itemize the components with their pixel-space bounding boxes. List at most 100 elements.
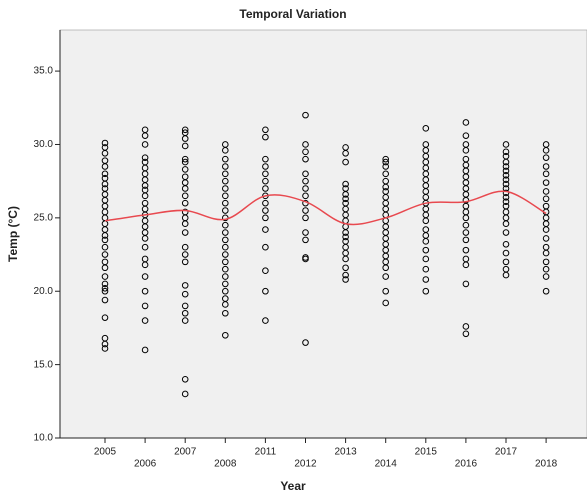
point (502, 258, 510, 266)
point (462, 236, 470, 244)
point (222, 185, 229, 192)
point (222, 147, 229, 154)
point (222, 258, 229, 266)
point (302, 207, 309, 214)
point (302, 111, 309, 119)
point (222, 207, 229, 214)
point (141, 132, 149, 139)
point (181, 155, 189, 163)
point (382, 299, 390, 307)
point (382, 170, 390, 178)
y-tick-label: 20.0 (34, 286, 54, 297)
point (542, 163, 550, 170)
point (422, 238, 430, 245)
point (502, 167, 510, 175)
point (222, 251, 229, 258)
point (101, 296, 109, 304)
point (222, 331, 229, 339)
point (101, 340, 109, 348)
x-tick-label: 2017 (495, 447, 518, 458)
point (141, 287, 149, 295)
point (462, 229, 470, 236)
point (222, 280, 229, 288)
point (462, 214, 470, 222)
point (141, 273, 149, 280)
point (382, 183, 390, 191)
point (542, 179, 550, 186)
point (462, 280, 470, 288)
point (262, 177, 269, 185)
point (101, 251, 109, 258)
point (342, 271, 349, 279)
point (101, 232, 109, 239)
point (262, 287, 269, 295)
point (262, 317, 269, 324)
point (542, 265, 550, 273)
point (262, 155, 269, 163)
x-tick-label: 2014 (375, 459, 398, 470)
point (222, 265, 229, 273)
point (181, 192, 189, 200)
point (101, 264, 109, 272)
point (502, 198, 510, 206)
point (422, 276, 430, 283)
point (222, 309, 229, 317)
point (422, 255, 430, 263)
point (422, 125, 430, 132)
point (542, 170, 550, 178)
x-tick-label: 2012 (294, 459, 317, 470)
point (181, 290, 189, 298)
point (342, 229, 349, 236)
point (422, 217, 430, 225)
point (141, 192, 149, 200)
point (222, 155, 229, 163)
point (342, 255, 349, 263)
point (302, 339, 309, 346)
point (462, 119, 470, 126)
point (222, 221, 229, 229)
point (342, 158, 349, 166)
point (181, 126, 189, 134)
y-tick-label: 10.0 (34, 433, 54, 444)
point (222, 273, 229, 280)
point (542, 188, 550, 195)
point (462, 132, 470, 139)
point (181, 258, 189, 266)
point (542, 287, 550, 295)
point (502, 171, 510, 179)
point (141, 182, 149, 189)
point (462, 330, 470, 338)
point (502, 220, 510, 228)
point (462, 246, 470, 254)
x-tick-label: 2018 (535, 459, 558, 470)
point (542, 154, 550, 161)
point (141, 243, 149, 251)
point (101, 243, 109, 251)
x-tick-label: 2011 (255, 447, 277, 458)
point (101, 314, 109, 321)
point (342, 264, 349, 272)
point (502, 180, 510, 188)
fit-line (104, 190, 547, 226)
point (542, 226, 550, 233)
point (222, 236, 229, 244)
x-tick-label: 2005 (94, 447, 117, 458)
point (101, 285, 109, 292)
point (342, 233, 349, 241)
point (181, 309, 189, 317)
point (382, 155, 390, 163)
x-tick-label: 2016 (455, 459, 478, 470)
point (141, 154, 149, 161)
point (141, 302, 149, 310)
point (181, 302, 189, 310)
point (302, 170, 309, 178)
point (181, 185, 189, 192)
chart-title: Temporal Variation (239, 7, 346, 21)
point (101, 236, 109, 244)
point (542, 147, 550, 154)
point (302, 141, 309, 148)
point (222, 170, 229, 178)
point (101, 163, 109, 170)
y-tick-label: 30.0 (34, 139, 54, 150)
point (222, 287, 229, 295)
